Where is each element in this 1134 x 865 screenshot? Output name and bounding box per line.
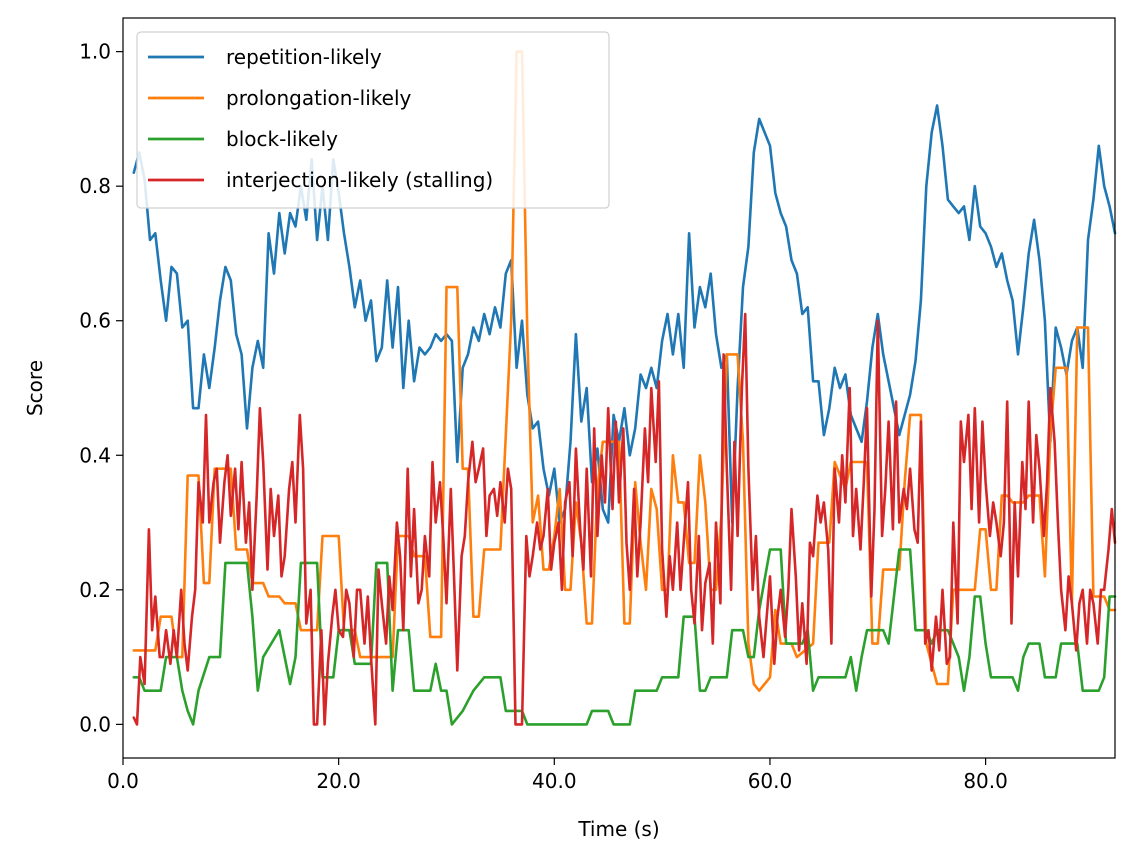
y-axis: 0.0 0.2 0.4 0.6 0.8 1.0	[79, 40, 123, 736]
x-tick-label: 20.0	[316, 769, 361, 793]
plot-frame	[122, 17, 1116, 759]
x-tick-label: 60.0	[748, 769, 793, 793]
series-line-3	[132, 548, 1117, 726]
series-line-4	[132, 312, 1117, 726]
y-axis-label: Score	[23, 360, 47, 416]
legend-entry: repetition-likely	[226, 45, 382, 69]
legend-entry: prolongation-likely	[226, 86, 412, 110]
series-line-1	[132, 104, 1117, 524]
series-line-2	[132, 50, 1117, 692]
x-tick-label: 80.0	[963, 769, 1008, 793]
x-tick-label: 40.0	[532, 769, 577, 793]
x-tick-label: 0.0	[107, 769, 139, 793]
legend-box	[136, 31, 610, 209]
legend: repetition-likely prolongation-likely bloc…	[136, 31, 610, 209]
y-tick-label: 1.0	[79, 40, 111, 64]
legend-entry: interjection-likely (stalling)	[226, 168, 493, 192]
y-tick-label: 0.4	[79, 443, 111, 467]
legend-entry: block-likely	[226, 127, 338, 151]
y-tick-label: 0.0	[79, 712, 111, 736]
series-layer	[132, 50, 1117, 726]
x-axis-label: Time (s)	[577, 817, 659, 841]
y-tick-label: 0.2	[79, 578, 111, 602]
x-axis: 0.0 20.0 40.0 60.0 80.0	[107, 758, 1008, 793]
y-tick-label: 0.6	[79, 309, 111, 333]
y-tick-label: 0.8	[79, 174, 111, 198]
